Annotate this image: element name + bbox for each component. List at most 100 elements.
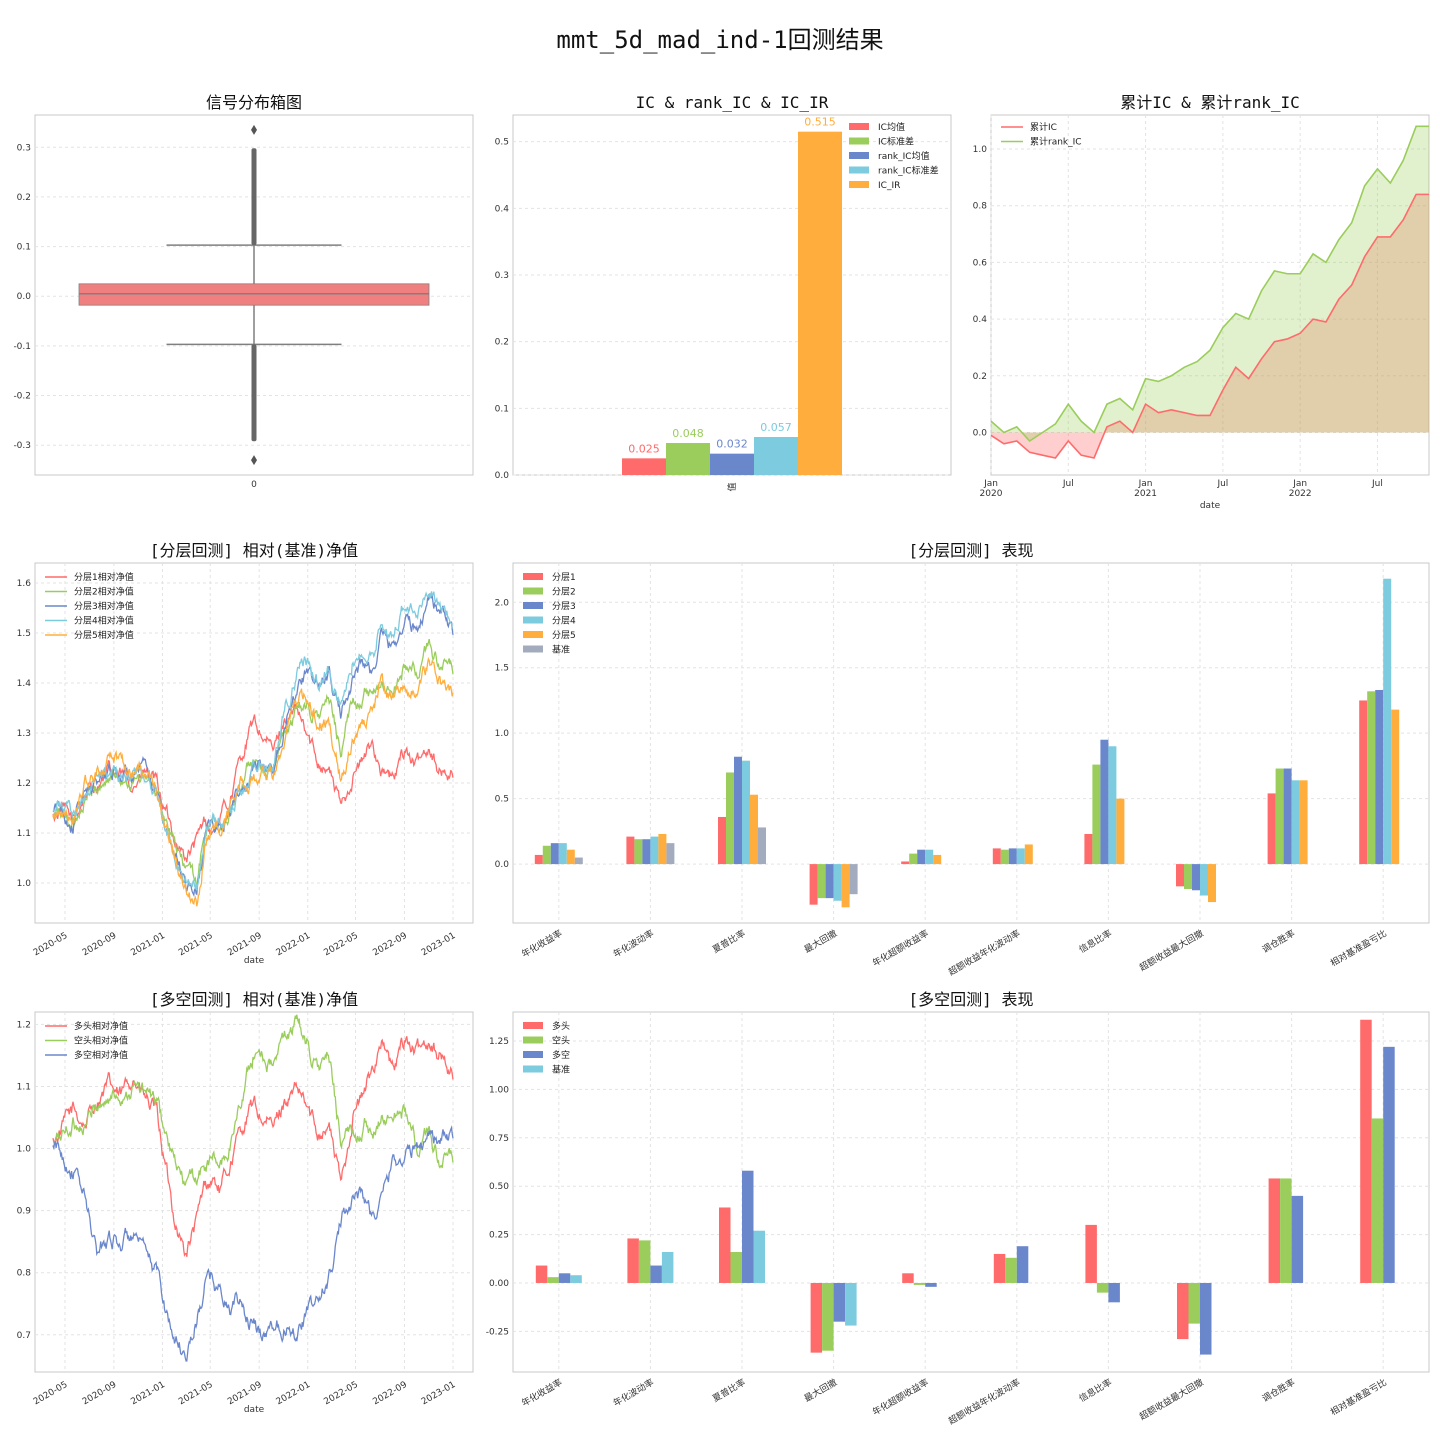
y-tick-label: 1.1: [17, 1082, 31, 1092]
bar-多头: [993, 1253, 1006, 1283]
bar-基准: [849, 864, 858, 895]
bar-分层4: [833, 864, 842, 901]
bar-分层2: [1184, 864, 1192, 889]
legend-label: rank_IC均值: [878, 150, 930, 162]
x-tick-label: 调仓胜率: [1260, 927, 1297, 955]
bar-基准: [758, 827, 766, 865]
bar-分层3: [1283, 768, 1292, 865]
bar-分层5: [1391, 709, 1400, 865]
legend-label: 分层4相对净值: [74, 615, 134, 627]
bar-分层4: [925, 849, 934, 865]
y-tick-label: 0.4: [973, 315, 988, 325]
x-tick-label: Jul: [1371, 479, 1383, 489]
bar-多头: [810, 1282, 823, 1353]
y-tick-label: 1.0: [17, 879, 32, 889]
bar-分层5: [658, 833, 667, 865]
x-tick-label: 调仓胜率: [1260, 1376, 1297, 1404]
plot-frame: [34, 114, 474, 476]
bar-分层4: [1200, 864, 1208, 896]
bar-多空: [1200, 1282, 1212, 1355]
bar-多空: [1016, 1246, 1029, 1283]
legend-label: 基准: [552, 644, 570, 656]
bar-基准: [574, 857, 583, 865]
bar-分层3: [1008, 848, 1017, 865]
x-tick-label: 2023-01: [420, 1380, 458, 1407]
legend-label: rank_IC标准差: [878, 165, 939, 177]
bar-分层3: [642, 839, 651, 865]
bar-空头: [1005, 1257, 1017, 1283]
data-label: 0.025: [628, 442, 660, 455]
y-tick-label: 0.7: [17, 1331, 31, 1341]
panel-title: [分层回测] 相对(基准)净值: [150, 541, 358, 560]
x-tick-label: 夏普比率: [710, 927, 747, 955]
area-累计IC: [991, 194, 1429, 458]
y-tick-label: 0.4: [495, 204, 510, 214]
y-tick-label: 1.00: [489, 1085, 509, 1095]
x-tick-label: 2022-09: [371, 931, 409, 959]
y-tick-label: 1.2: [17, 1020, 31, 1030]
bar-分层5: [1299, 780, 1308, 865]
legend-label: 分层3相对净值: [74, 600, 134, 612]
series-line-分层4相对净值: [52, 591, 454, 891]
y-tick-label: 1.5: [17, 629, 31, 639]
x-tick-label: 2021-05: [177, 931, 215, 958]
x-tick-label: 年化收益率: [519, 927, 564, 960]
x-tick-label: 年化收益率: [519, 1376, 564, 1409]
legend-swatch: [849, 152, 869, 159]
legend-swatch: [523, 602, 543, 609]
x-axis-label: date: [244, 1405, 265, 1415]
x-axis-label: 值: [726, 482, 738, 491]
series-line-多空相对净值: [52, 1125, 454, 1362]
bar-分层5: [750, 794, 758, 865]
x-tick-label: 2021-05: [177, 1380, 215, 1407]
legend-label: IC_IR: [878, 181, 900, 191]
panel-title: [多空回测] 表现: [909, 990, 1034, 1009]
legend-swatch: [523, 1065, 543, 1073]
y-tick-label: 1.6: [17, 579, 32, 589]
x-tick-label: Jan: [1138, 479, 1153, 489]
panel-title: 信号分布箱图: [206, 93, 302, 112]
bar-分层2: [817, 864, 826, 899]
panel-title: IC & rank_IC & IC_IR: [636, 93, 829, 112]
bar-空头: [730, 1252, 742, 1283]
bar-分层4: [558, 843, 567, 865]
ls_nav-panel: [多空回测] 相对(基准)净值 0.7 0.8 0.9 1.0 1.1 1.2 2020-05…: [17, 990, 474, 1415]
y-tick-label: 1.3: [17, 729, 31, 739]
series-line-分层1相对净值: [52, 703, 454, 863]
y-tick-label: 0.8: [17, 1269, 32, 1279]
bar-分层1: [1267, 793, 1276, 865]
y-tick-label: 1.0: [17, 1145, 32, 1155]
legend-label: 分层4: [552, 616, 576, 627]
y-tick-label: 0.50: [489, 1182, 509, 1192]
x-tick-label: 2020-05: [32, 931, 70, 958]
y-tick-label: 0.1: [495, 404, 509, 414]
bar-分层5: [566, 849, 575, 865]
y-tick-label: 1.25: [489, 1037, 509, 1047]
data-label: 0.057: [760, 421, 792, 434]
bar-多空: [1291, 1195, 1304, 1283]
panel-title: [多空回测] 相对(基准)净值: [150, 990, 358, 1009]
panel-title: 累计IC & 累计rank_IC: [1120, 93, 1300, 112]
bar-基准: [753, 1230, 765, 1283]
chart-layer: 信号分布箱图 -0.3 -0.2 -0.1 0.0 0.1 0.2 0.3 0 IC & rank…: [13, 93, 1430, 1427]
bar-多空: [650, 1265, 662, 1283]
legend-label: 多头: [552, 1020, 570, 1032]
legend-label: 多空: [552, 1049, 570, 1061]
y-tick-label: 0.75: [489, 1134, 509, 1144]
bar-多空: [742, 1170, 754, 1283]
bar-分层2: [1092, 764, 1101, 865]
area-累计rank_IC: [991, 126, 1429, 441]
y-tick-label: -0.25: [486, 1327, 509, 1337]
data-label: 0.032: [716, 438, 748, 451]
x-tick-label: 2022-09: [371, 1380, 409, 1408]
bar-分层3: [1100, 739, 1109, 865]
series-line-累计rank_IC: [990, 125, 1429, 443]
bar-分层4: [1383, 578, 1392, 865]
cum-ic-panel: 累计IC & 累计rank_IC0.00.20.40.60.81.0Jan202…: [973, 93, 1430, 511]
x-tick-year: 2020: [980, 489, 1003, 499]
legend-label: 基准: [552, 1064, 570, 1076]
bar-多空: [925, 1282, 937, 1287]
bar-多空: [558, 1273, 571, 1283]
x-tick-label: 信息比率: [1077, 1376, 1114, 1404]
x-tick-label: 年化波动率: [611, 1376, 656, 1409]
